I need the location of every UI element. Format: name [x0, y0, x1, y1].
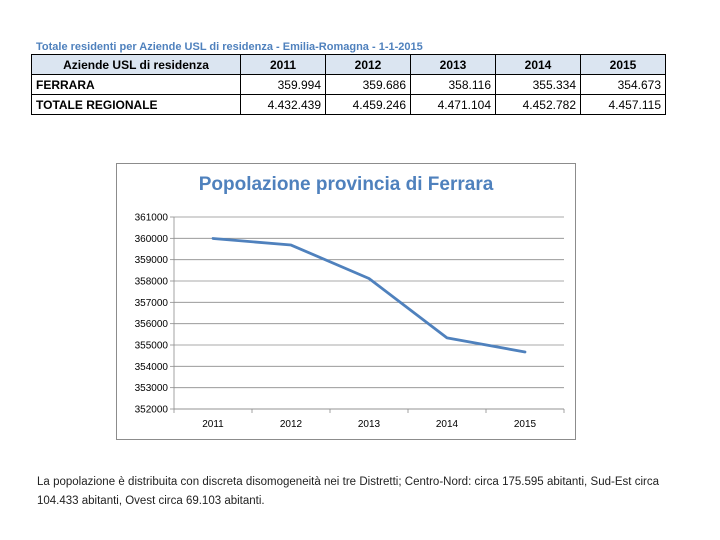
cell-value: 4.452.782 [495, 94, 581, 115]
table-header-row: Aziende USL di residenza 2011 2012 2013 … [31, 54, 666, 75]
y-tick-label: 358000 [135, 277, 169, 288]
y-tick-label: 353000 [135, 383, 169, 394]
cell-value: 4.432.439 [240, 94, 326, 115]
header-2012: 2012 [325, 54, 411, 75]
y-tick-label: 361000 [135, 213, 169, 224]
x-tick-label: 2011 [202, 419, 224, 430]
y-tick-label: 354000 [135, 362, 169, 373]
y-tick-label: 355000 [135, 341, 169, 352]
series-line [211, 237, 527, 354]
y-tick-label: 357000 [135, 298, 169, 309]
y-tick-label: 352000 [135, 405, 169, 416]
cell-value: 354.673 [580, 74, 666, 95]
cell-value: 355.334 [495, 74, 581, 95]
cell-value: 359.686 [325, 74, 411, 95]
chart-frame: Popolazione provincia di Ferrara 352000 3… [116, 163, 576, 440]
line-chart: 352000 353000 354000 355000 356000 357000 3580… [135, 213, 565, 430]
header-2014: 2014 [495, 54, 581, 75]
population-table: Aziende USL di residenza 2011 2012 2013 … [31, 54, 666, 115]
x-tick-label: 2013 [358, 419, 381, 430]
x-tick-label: 2014 [436, 419, 459, 430]
header-2011: 2011 [240, 54, 326, 75]
footnote-text: La popolazione è distribuita con discret… [37, 476, 659, 507]
cell-value: 358.116 [410, 74, 496, 95]
cell-value: 4.471.104 [410, 94, 496, 115]
x-tick-label: 2015 [514, 419, 537, 430]
row-label: FERRARA [31, 74, 241, 95]
header-2013: 2013 [410, 54, 496, 75]
table-row: FERRARA 359.994 359.686 358.116 355.334 … [31, 74, 666, 95]
row-label: TOTALE REGIONALE [31, 94, 241, 115]
table-title: Totale residenti per Aziende USL di resi… [36, 41, 423, 53]
table-row: TOTALE REGIONALE 4.432.439 4.459.246 4.4… [31, 94, 666, 115]
chart-title: Popolazione provincia di Ferrara [198, 174, 494, 195]
cell-value: 4.459.246 [325, 94, 411, 115]
cell-value: 359.994 [240, 74, 326, 95]
cell-value: 4.457.115 [580, 94, 666, 115]
header-asl: Aziende USL di residenza [31, 54, 241, 75]
y-tick-label: 356000 [135, 319, 169, 330]
header-2015: 2015 [580, 54, 666, 75]
x-tick-label: 2012 [280, 419, 303, 430]
y-tick-label: 359000 [135, 255, 169, 266]
y-tick-label: 360000 [135, 234, 169, 245]
